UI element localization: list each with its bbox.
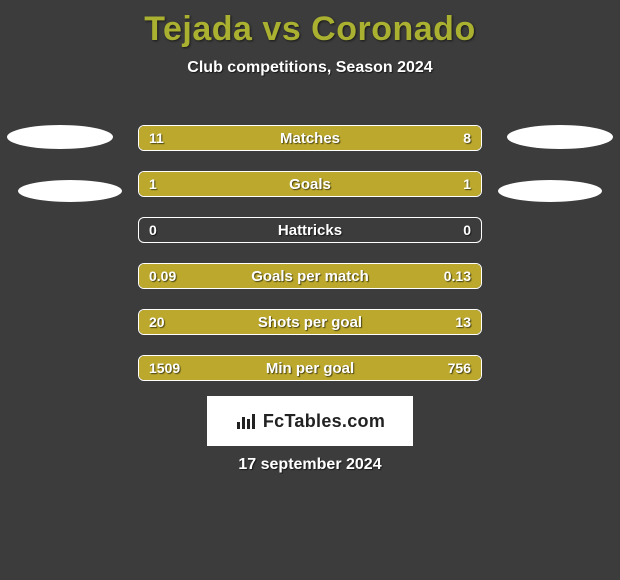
player-oval-right_bot xyxy=(498,180,602,202)
stat-row: 1509756Min per goal xyxy=(138,355,482,381)
stat-label: Goals per match xyxy=(139,264,481,288)
stat-row: 00Hattricks xyxy=(138,217,482,243)
player-oval-left_top xyxy=(7,125,113,149)
stat-row: 11Goals xyxy=(138,171,482,197)
footer-date: 17 september 2024 xyxy=(0,456,620,474)
stat-label: Hattricks xyxy=(139,218,481,242)
stat-label: Min per goal xyxy=(139,356,481,380)
chart-icon xyxy=(235,411,257,431)
stat-label: Goals xyxy=(139,172,481,196)
page-subtitle: Club competitions, Season 2024 xyxy=(0,59,620,77)
stat-label: Shots per goal xyxy=(139,310,481,334)
logo-text: FcTables.com xyxy=(263,411,385,432)
stat-row: 0.090.13Goals per match xyxy=(138,263,482,289)
stats-table: 118Matches 11Goals 00Hattricks 0.090.13Goal… xyxy=(138,125,482,401)
stat-row: 118Matches xyxy=(138,125,482,151)
player-oval-right_top xyxy=(507,125,613,149)
player-oval-left_bot xyxy=(18,180,122,202)
logo-box: FcTables.com xyxy=(207,396,413,446)
stat-label: Matches xyxy=(139,126,481,150)
page-title: Tejada vs Coronado xyxy=(0,0,620,49)
stat-row: 2013Shots per goal xyxy=(138,309,482,335)
